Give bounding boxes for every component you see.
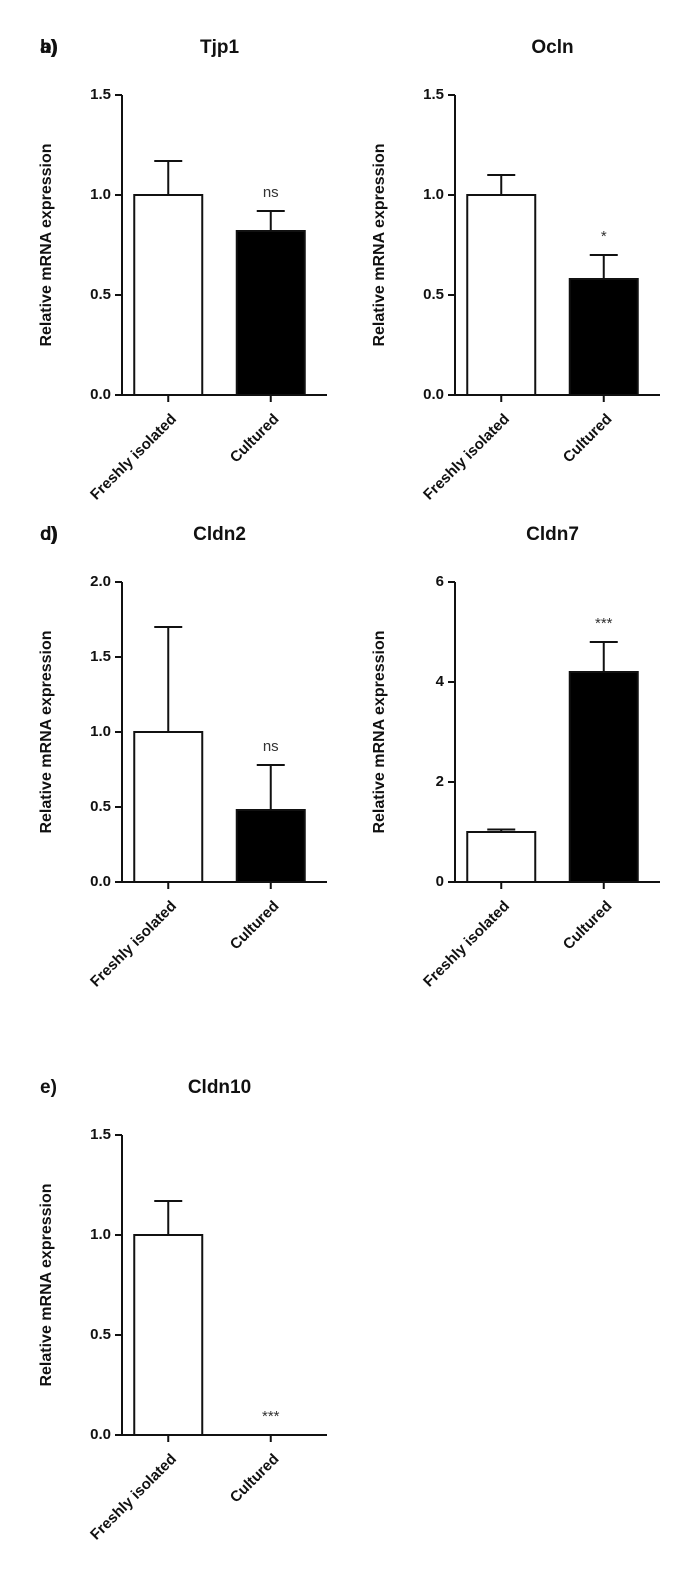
bar — [466, 194, 537, 396]
x-tick-label: Cultured — [560, 898, 616, 954]
x-tick-label: Freshly isolated — [87, 898, 180, 991]
annotation: *** — [595, 615, 613, 632]
panel-label: b) — [40, 37, 58, 58]
y-axis-label: Relative mRNA expression — [38, 1183, 55, 1386]
y-tick-label: 1.0 — [90, 186, 111, 203]
y-tick-label: 1.5 — [423, 86, 444, 103]
y-tick-label: 2 — [436, 773, 444, 790]
y-tick-label: 0.5 — [90, 798, 111, 815]
annotation: * — [601, 228, 607, 245]
y-tick-label: 0.5 — [90, 286, 111, 303]
bar — [133, 194, 204, 396]
bar — [466, 831, 537, 883]
y-tick-label: 0.0 — [90, 873, 111, 890]
annotation: *** — [262, 1408, 280, 1425]
y-tick-label: 2.0 — [90, 573, 111, 590]
annotation: ns — [263, 738, 279, 755]
chart-title: Ocln — [531, 37, 573, 58]
y-tick-label: 1.0 — [90, 723, 111, 740]
y-axis-label: Relative mRNA expression — [371, 630, 388, 833]
x-tick-label: Freshly isolated — [87, 1451, 180, 1544]
bar — [568, 278, 639, 396]
y-tick-label: 1.5 — [90, 648, 111, 665]
x-tick-label: Cultured — [560, 411, 616, 467]
panel-label: a) — [40, 37, 57, 58]
y-tick-label: 1.0 — [423, 186, 444, 203]
y-tick-label: 0.0 — [423, 386, 444, 403]
x-tick-label: Freshly isolated — [87, 411, 180, 504]
y-tick-label: 0.0 — [90, 1426, 111, 1443]
y-tick-label: 0.5 — [423, 286, 444, 303]
x-tick-label: Cultured — [227, 1451, 283, 1507]
y-tick-label: 4 — [436, 673, 445, 690]
y-tick-label: 6 — [436, 573, 444, 590]
x-tick-label: Freshly isolated — [420, 411, 513, 504]
panel-label: d) — [40, 524, 58, 545]
chart-title: Cldn2 — [193, 524, 246, 545]
chart-title: Cldn7 — [526, 524, 579, 545]
y-axis-label: Relative mRNA expression — [38, 630, 55, 833]
bar — [235, 809, 306, 883]
y-axis-label: Relative mRNA expression — [38, 143, 55, 346]
y-axis-label: Relative mRNA expression — [371, 143, 388, 346]
y-tick-label: 0 — [436, 873, 444, 890]
bar — [133, 1234, 204, 1436]
y-tick-label: 1.5 — [90, 1126, 111, 1143]
y-tick-label: 0.0 — [90, 386, 111, 403]
x-tick-label: Cultured — [227, 898, 283, 954]
chart-title: Tjp1 — [200, 37, 239, 58]
y-tick-label: 0.5 — [90, 1326, 111, 1343]
panel-label: e) — [40, 1077, 57, 1098]
panel-label: c) — [40, 524, 57, 545]
bar — [568, 671, 639, 883]
x-tick-label: Freshly isolated — [420, 898, 513, 991]
y-tick-label: 1.0 — [90, 1226, 111, 1243]
annotation: ns — [263, 184, 279, 201]
y-tick-label: 1.5 — [90, 86, 111, 103]
bar — [235, 230, 306, 396]
bar — [133, 731, 204, 883]
chart-title: Cldn10 — [188, 1077, 251, 1098]
x-tick-label: Cultured — [227, 411, 283, 467]
